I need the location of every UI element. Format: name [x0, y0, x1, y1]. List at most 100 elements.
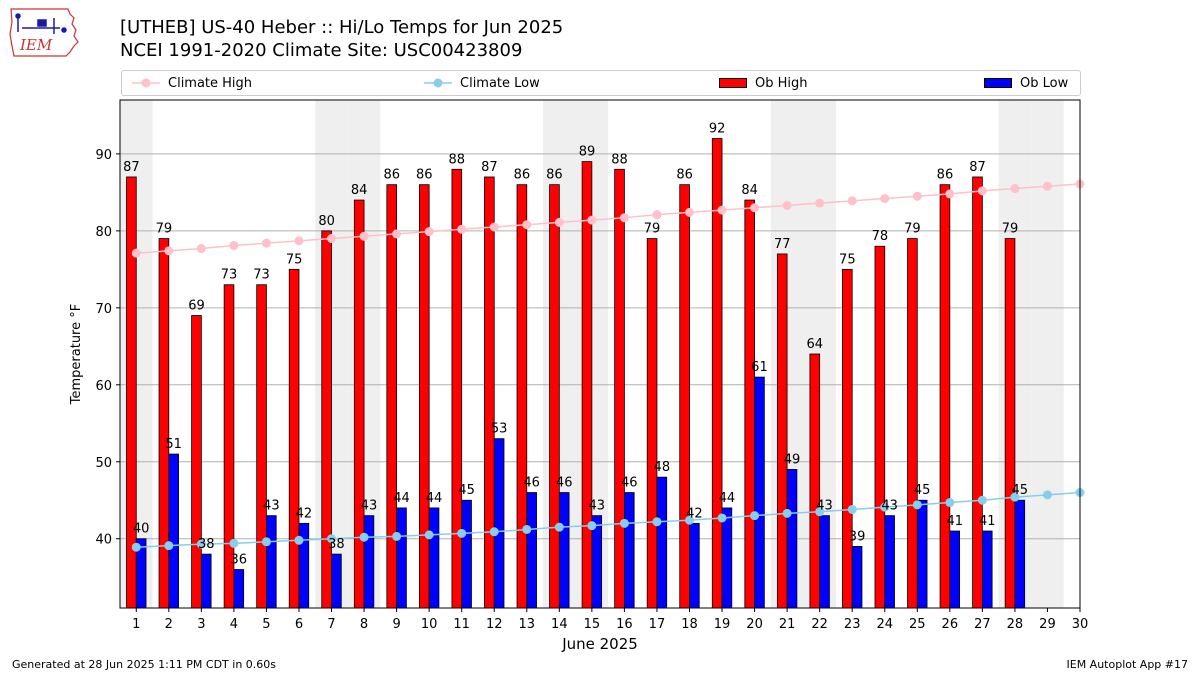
climate-low-point — [294, 535, 304, 545]
ob-low-bar — [233, 569, 245, 609]
ob-high-bar — [874, 245, 886, 609]
climate-high-point — [684, 207, 694, 217]
climate-high-point — [652, 210, 662, 220]
x-tick-label: 21 — [779, 617, 796, 632]
ob-low-bar — [396, 507, 407, 609]
climate-high-point — [424, 227, 434, 237]
ob-high-bar — [516, 184, 528, 609]
ob-high-bar — [256, 284, 267, 609]
x-tick-label: 3 — [197, 617, 205, 632]
weekend-shade — [1031, 100, 1064, 608]
ob-high-label: 73 — [253, 268, 270, 283]
legend-ob-low: Ob Low — [984, 71, 1068, 95]
ob-low-bar — [558, 492, 570, 609]
ob-high-label: 79 — [1002, 222, 1019, 237]
legend-climate-high-marker — [132, 78, 160, 88]
climate-high-point — [489, 222, 499, 232]
legend-ob-low-label: Ob Low — [1020, 75, 1069, 91]
x-tick-label: 2 — [165, 617, 173, 632]
ob-high-bar — [484, 176, 495, 609]
ob-low-label: 39 — [849, 529, 866, 544]
climate-low-point — [847, 504, 857, 514]
legend-ob-high-swatch — [719, 78, 747, 88]
ob-low-bar — [949, 530, 960, 609]
x-tick-label: 16 — [616, 617, 633, 632]
x-tick-label: 4 — [230, 617, 238, 632]
climate-high-point — [522, 220, 532, 230]
ob-low-bar — [916, 499, 928, 609]
ob-high-bar — [842, 268, 853, 609]
y-tick-label: 70 — [95, 302, 112, 317]
legend-ob-low-swatch — [984, 78, 1012, 88]
ob-low-label: 44 — [719, 491, 736, 506]
climate-low-point — [587, 521, 597, 531]
y-axis-label: Temperature °F — [69, 304, 84, 405]
ob-high-label: 79 — [156, 222, 173, 237]
ob-low-label: 44 — [426, 491, 443, 506]
x-tick-label: 10 — [421, 617, 438, 632]
ob-high-bar — [679, 184, 690, 609]
ob-low-bar — [656, 476, 668, 609]
ob-low-bar — [168, 453, 179, 609]
ob-high-label: 87 — [481, 160, 498, 175]
x-tick-label: 14 — [551, 617, 568, 632]
climate-low-point — [392, 531, 402, 541]
y-tick-label: 40 — [95, 533, 112, 548]
ob-low-label: 46 — [556, 476, 573, 491]
legend-climate-low-label: Climate Low — [460, 75, 540, 91]
ob-high-bar — [939, 184, 951, 609]
chart-title-line1: [UTHEB] US-40 Heber :: Hi/Lo Temps for J… — [120, 17, 564, 38]
climate-high-point — [261, 238, 271, 248]
climate-high-point — [977, 186, 987, 196]
ob-low-bar — [851, 546, 863, 609]
ob-high-label: 77 — [774, 237, 791, 252]
climate-high-point — [1042, 181, 1052, 191]
climate-high-point — [815, 198, 825, 208]
climate-low-point — [196, 539, 206, 549]
ob-low-label: 45 — [458, 483, 475, 498]
legend-ob-high-label: Ob High — [755, 75, 808, 91]
ob-high-label: 86 — [416, 168, 433, 183]
legend-climate-low: Climate Low — [424, 71, 540, 95]
climate-high-point — [912, 191, 922, 201]
x-tick-label: 25 — [909, 617, 926, 632]
x-tick-label: 28 — [1007, 617, 1024, 632]
x-tick-label: 8 — [360, 617, 368, 632]
ob-low-label: 36 — [231, 553, 248, 568]
ob-low-label: 43 — [588, 499, 605, 514]
ob-high-label: 88 — [611, 152, 628, 167]
climate-high-point — [880, 194, 890, 204]
climate-high-point — [717, 205, 727, 215]
climate-low-point — [522, 524, 532, 534]
x-tick-label: 11 — [453, 617, 470, 632]
ob-high-bar — [353, 199, 365, 609]
climate-low-line — [136, 491, 1081, 548]
ob-high-bar — [972, 176, 983, 609]
ob-low-label: 44 — [393, 491, 410, 506]
ob-high-bar — [646, 238, 658, 609]
ob-low-bar — [428, 507, 440, 609]
climate-low-point — [327, 534, 337, 544]
ob-low-bar — [819, 515, 830, 609]
climate-low-point — [489, 527, 499, 537]
ob-high-bar — [614, 168, 625, 609]
ob-low-label: 51 — [165, 437, 182, 452]
x-tick-label: 24 — [876, 617, 893, 632]
ob-high-label: 88 — [449, 152, 466, 167]
x-tick-label: 17 — [649, 617, 666, 632]
legend-climate-low-marker — [424, 78, 452, 88]
climate-high-point — [131, 248, 141, 258]
ob-low-label: 46 — [621, 476, 638, 491]
ob-low-label: 41 — [979, 514, 996, 529]
x-tick-label: 19 — [714, 617, 731, 632]
ob-high-label: 86 — [546, 168, 563, 183]
ob-low-label: 46 — [523, 476, 540, 491]
ob-low-label: 43 — [816, 499, 833, 514]
climate-high-point — [457, 224, 467, 234]
chart-title-line2: NCEI 1991-2020 Climate Site: USC00423809 — [120, 40, 523, 61]
ob-low-label: 42 — [686, 506, 703, 521]
ob-low-label: 61 — [751, 360, 768, 375]
climate-low-point — [359, 532, 369, 542]
ob-low-bar — [1014, 499, 1026, 609]
x-tick-label: 1 — [132, 617, 140, 632]
